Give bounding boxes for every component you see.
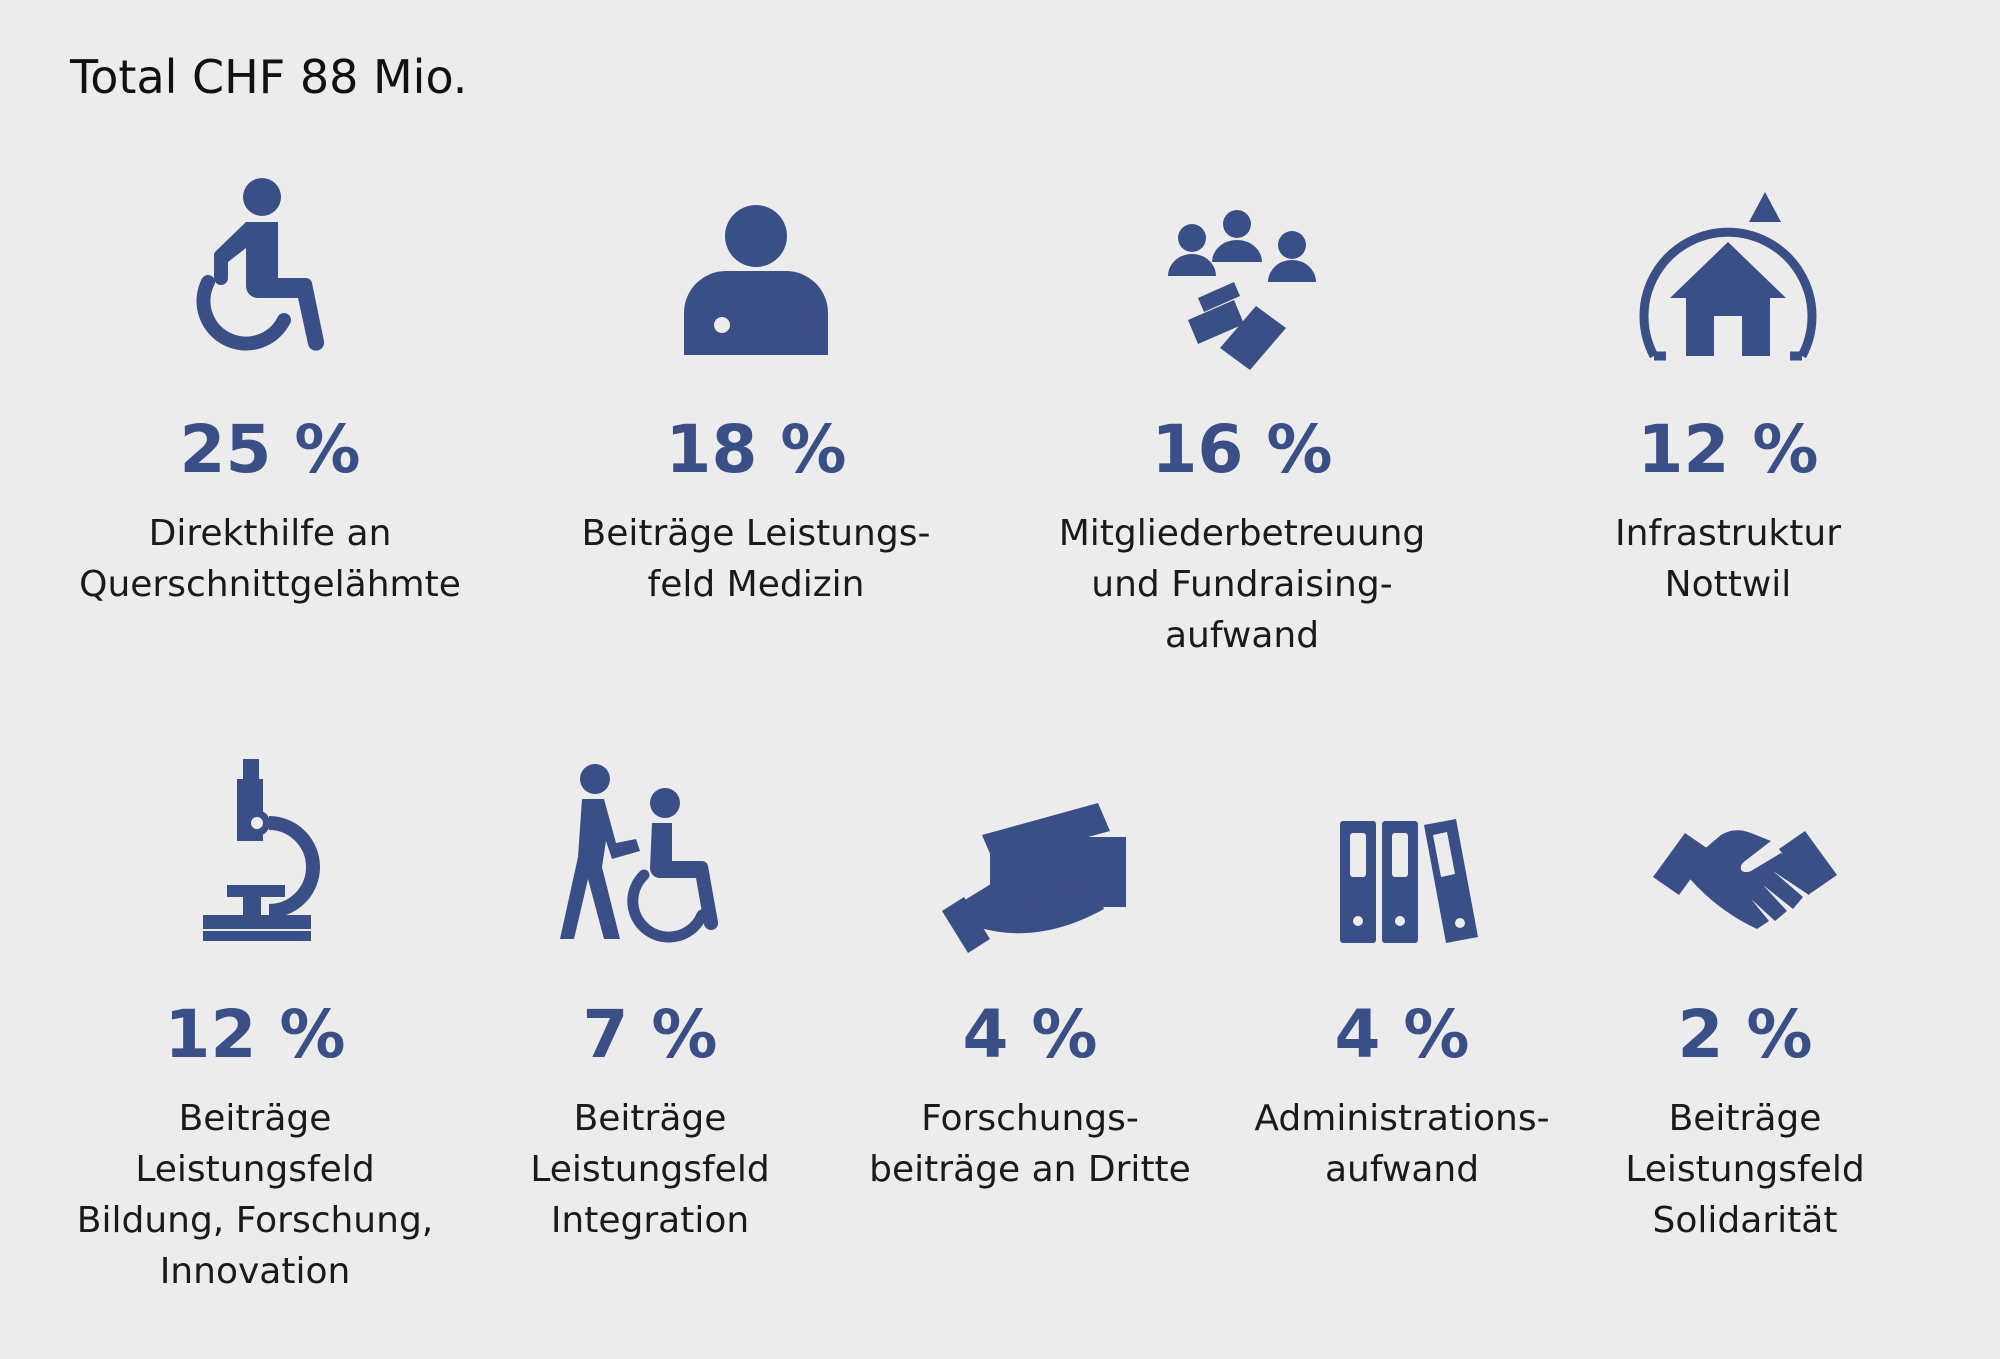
item-label: Mitgliederbetreuung und Fundraising-aufwa…	[1058, 513, 1426, 656]
percent-value: 4 %	[1334, 996, 1470, 1073]
item-forschung: 4 % Forschungs-beiträge an Dritte	[830, 755, 1230, 1195]
percent-value: 25 %	[179, 411, 361, 488]
handshake-icon	[1653, 830, 1837, 929]
item-solidaritaet: 2 % Beiträge Leistungsfeld Solidarität	[1545, 755, 1945, 1246]
item-bildung: 12 % Beiträge Leistungsfeld Bildung, Forsc…	[55, 755, 455, 1297]
item-infrastruktur: 12 % Infrastruktur Nottwil	[1528, 170, 1928, 610]
binders-icon	[1340, 819, 1478, 943]
item-label: Administrations-aufwand	[1254, 1098, 1550, 1190]
house-cycle-icon	[1639, 192, 1817, 361]
item-label: Infrastruktur Nottwil	[1614, 513, 1842, 605]
item-label: Beiträge Leistungsfeld Solidarität	[1625, 1098, 1865, 1241]
item-label: Beiträge Leistungs-feld Medizin	[581, 513, 931, 605]
money-hand-icon	[942, 803, 1126, 953]
percent-value: 12 %	[164, 996, 346, 1073]
microscope-icon	[203, 759, 320, 941]
percent-value: 18 %	[665, 411, 847, 488]
item-label: Forschungs-beiträge an Dritte	[869, 1098, 1191, 1190]
percent-value: 2 %	[1677, 996, 1813, 1073]
item-label: Beiträge Leistungsfeld Integration	[530, 1098, 770, 1241]
item-administration: 4 % Administrations-aufwand	[1202, 755, 1602, 1195]
item-medizin: 18 % Beiträge Leistungs-feld Medizin	[556, 170, 956, 610]
item-mitglieder: 16 % Mitgliederbetreuung und Fundraising-…	[1042, 170, 1442, 661]
wheelchair-icon	[196, 178, 325, 351]
item-label: Direkthilfe an Querschnittgelähmte	[79, 513, 461, 605]
doctor-icon	[684, 205, 828, 355]
percent-value: 7 %	[582, 996, 718, 1073]
wheelchair-assist-icon	[560, 764, 719, 943]
percent-value: 4 %	[962, 996, 1098, 1073]
item-direkthilfe: 25 % Direkthilfe an Querschnittgelähmte	[70, 170, 470, 610]
item-label: Beiträge Leistungsfeld Bildung, Forschung,…	[76, 1098, 434, 1292]
percent-value: 12 %	[1637, 411, 1819, 488]
item-integration: 7 % Beiträge Leistungsfeld Integration	[450, 755, 850, 1246]
members-fundraising-icon	[1168, 210, 1316, 370]
page-title: Total CHF 88 Mio.	[70, 50, 468, 104]
percent-value: 16 %	[1151, 411, 1333, 488]
